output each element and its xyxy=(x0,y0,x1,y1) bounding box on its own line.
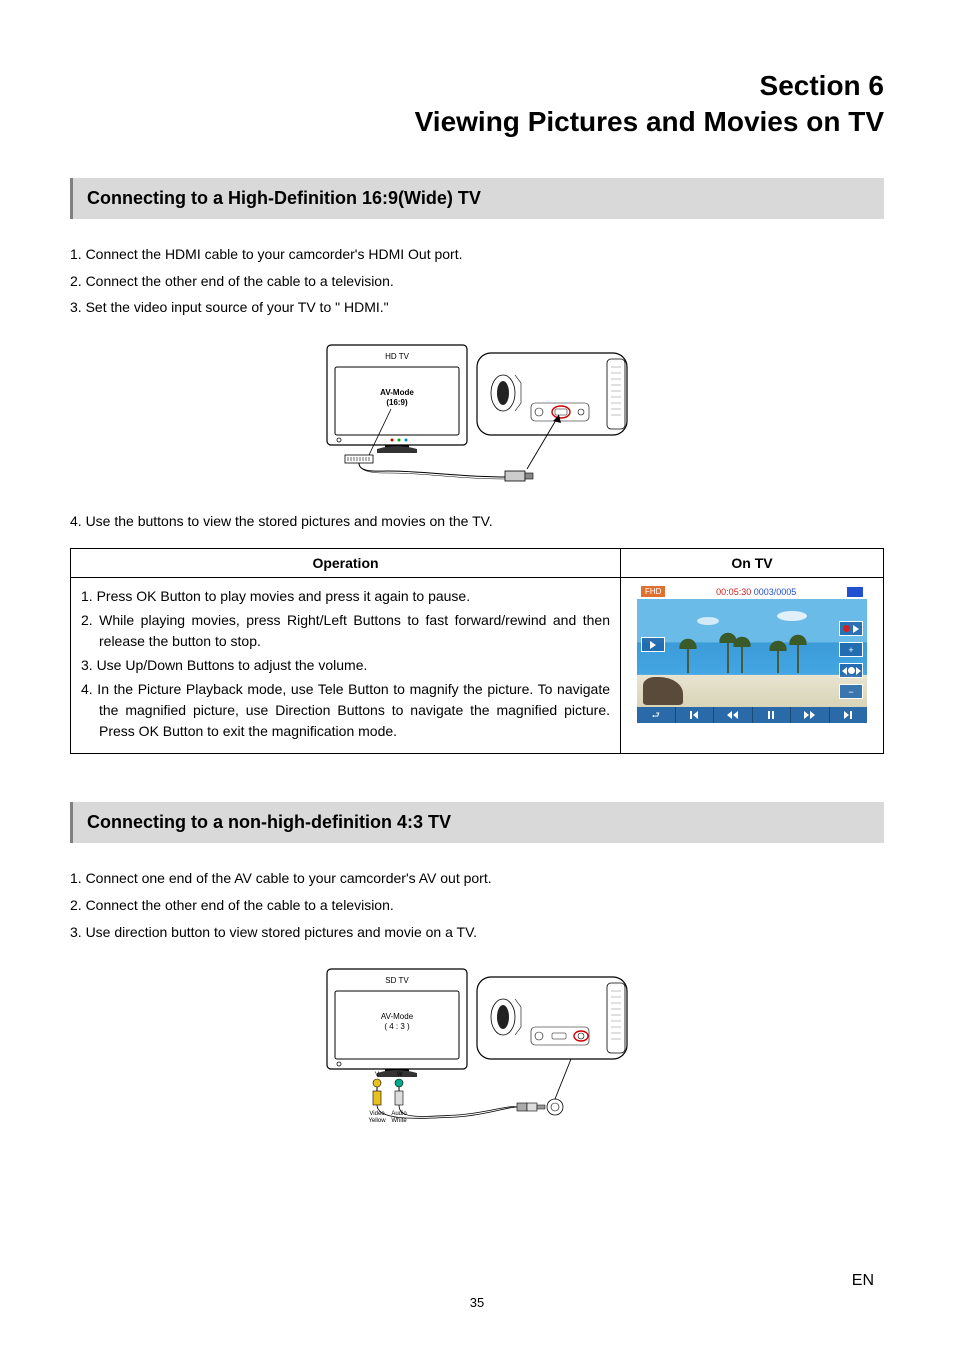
op-item: 4. In the Picture Playback mode, use Tel… xyxy=(81,679,610,742)
tv-image: + − xyxy=(637,599,867,707)
sd-step: 1. Connect one end of the AV cable to yo… xyxy=(70,865,884,892)
sd-av-ratio-label: ( 4 : 3 ) xyxy=(384,1022,410,1031)
tv-screen: FHD 00:05:30 0003/0005 xyxy=(637,584,867,739)
sd-tv-label: SD TV xyxy=(385,976,409,985)
av-ratio-label: (16:9) xyxy=(386,398,408,407)
osd-top-bar: FHD 00:05:30 0003/0005 xyxy=(637,584,867,599)
operation-cell: 1. Press OK Button to play movies and pr… xyxy=(71,578,621,754)
video-label: Video xyxy=(369,1111,385,1117)
osd-count: 0003/0005 xyxy=(754,587,797,597)
hd-step: 2. Connect the other end of the cable to… xyxy=(70,268,884,295)
osd-time: 00:05:30 xyxy=(716,587,751,597)
audio-color-label: White xyxy=(391,1118,407,1124)
hd-step: 1. Connect the HDMI cable to your camcor… xyxy=(70,241,884,268)
col-operation-header: Operation xyxy=(71,549,621,578)
av-mode-label: AV-Mode xyxy=(380,388,414,397)
osd-rewind-icon xyxy=(714,707,753,723)
operation-table: Operation On TV 1. Press OK Button to pl… xyxy=(70,548,884,754)
sd-subsection-header: Connecting to a non-high-definition 4:3 … xyxy=(70,802,884,843)
w-label: W xyxy=(397,1072,403,1078)
footer-lang: EN xyxy=(852,1272,874,1290)
op-item: 2. While playing movies, press Right/Lef… xyxy=(81,610,610,652)
hd-diagram: HD TV AV-Mode (16:9) xyxy=(70,335,884,490)
osd-pause-icon xyxy=(753,707,792,723)
osd-speaker-icon xyxy=(641,637,665,652)
tv-preview-cell: FHD 00:05:30 0003/0005 xyxy=(621,578,884,754)
hd-step: 3. Set the video input source of your TV… xyxy=(70,294,884,321)
osd-skip-next-icon xyxy=(830,707,868,723)
osd-bottom-bar: ⮐ xyxy=(637,707,867,723)
col-ontv-header: On TV xyxy=(621,549,884,578)
sd-step: 3. Use direction button to view stored p… xyxy=(70,919,884,946)
video-color-label: Yellow xyxy=(368,1118,386,1124)
battery-icon xyxy=(847,587,863,597)
hd-steps: 1. Connect the HDMI cable to your camcor… xyxy=(70,241,884,321)
footer-page: 35 xyxy=(0,1295,954,1310)
resolution-badge: FHD xyxy=(641,586,665,597)
sd-step: 2. Connect the other end of the cable to… xyxy=(70,892,884,919)
hd-subsection-header: Connecting to a High-Definition 16:9(Wid… xyxy=(70,178,884,219)
sd-steps: 1. Connect one end of the AV cable to yo… xyxy=(70,865,884,945)
sd-av-mode-label: AV-Mode xyxy=(381,1012,414,1021)
osd-zoomin-icon: + xyxy=(839,642,863,657)
v-label: V xyxy=(375,1072,379,1078)
op-item: 3. Use Up/Down Buttons to adjust the vol… xyxy=(81,655,610,676)
osd-return-icon: ⮐ xyxy=(637,707,676,723)
section-title: Viewing Pictures and Movies on TV xyxy=(70,106,884,138)
sd-diagram: SD TV AV-Mode ( 4 : 3 ) V W Video xyxy=(70,959,884,1134)
osd-prevnext-icon xyxy=(839,663,863,678)
osd-forward-icon xyxy=(791,707,830,723)
hd-tv-label: HD TV xyxy=(385,352,410,361)
section-label: Section 6 xyxy=(70,70,884,102)
op-item: 1. Press OK Button to play movies and pr… xyxy=(81,586,610,607)
osd-skip-prev-icon xyxy=(676,707,715,723)
osd-rec-icon xyxy=(839,621,863,636)
osd-zoomout-icon: − xyxy=(839,684,863,699)
hd-step4: 4. Use the buttons to view the stored pi… xyxy=(70,508,884,535)
